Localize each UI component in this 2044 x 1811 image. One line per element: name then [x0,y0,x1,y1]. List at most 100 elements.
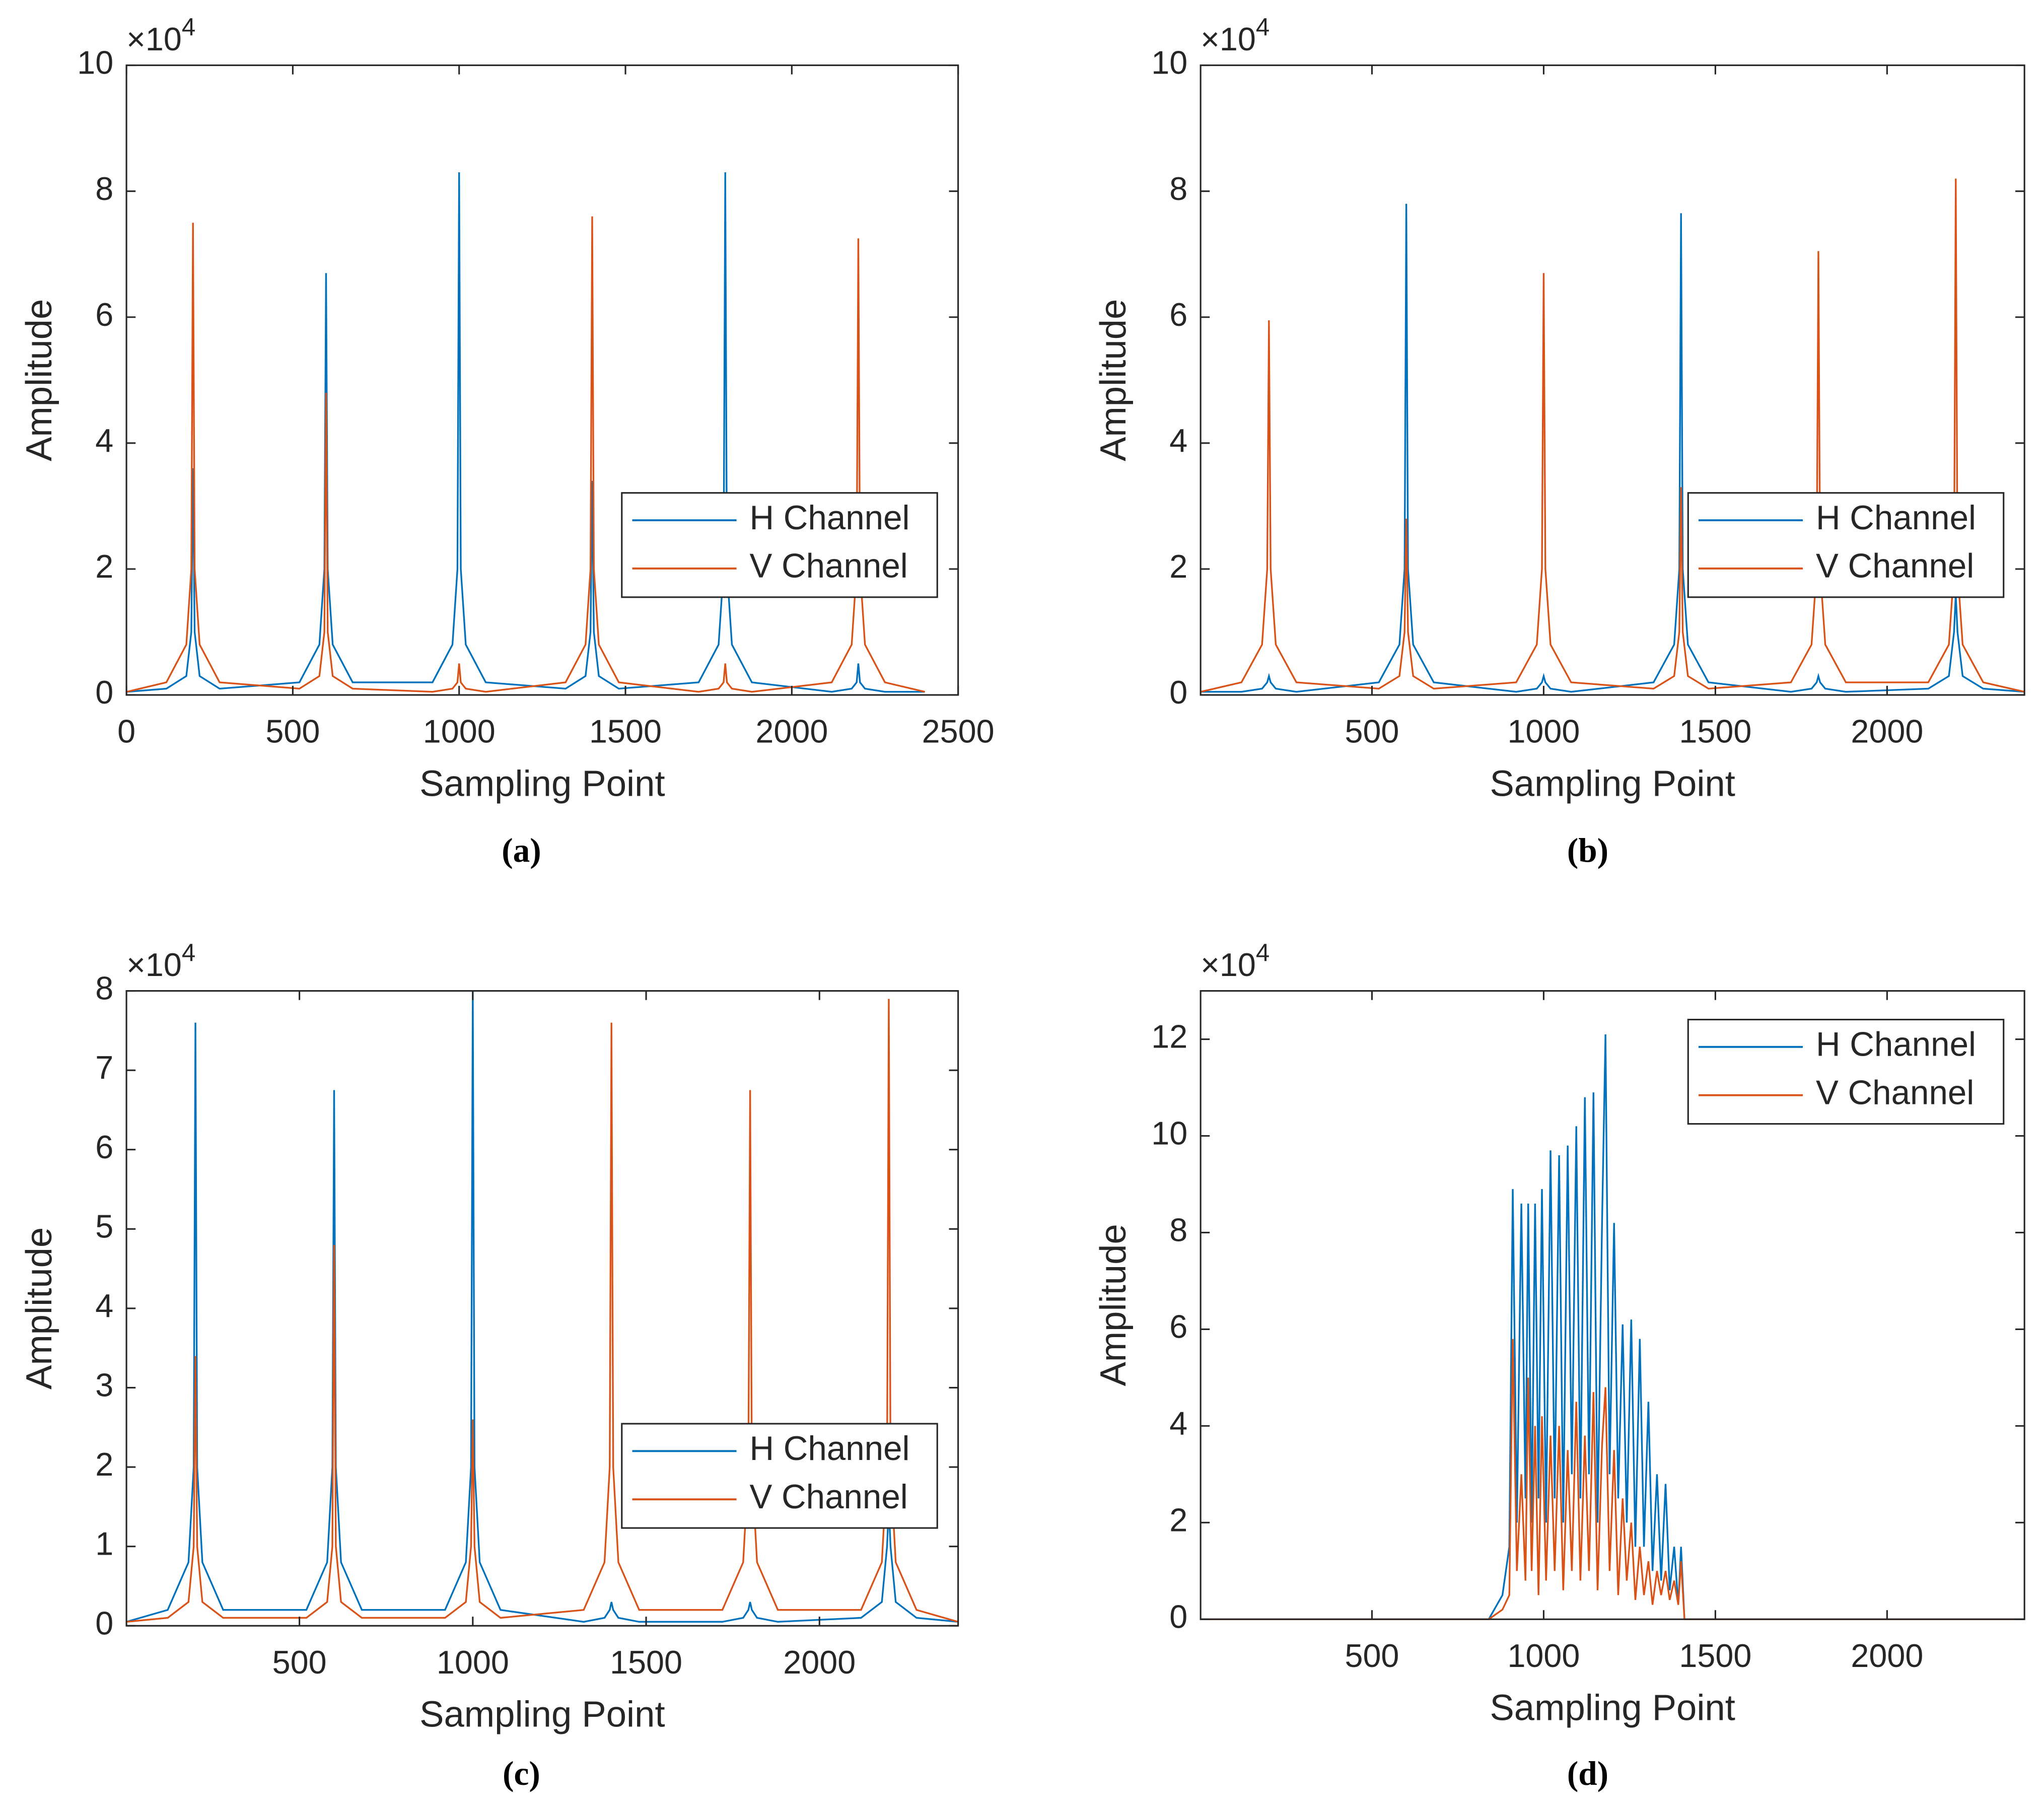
y-tick-label: 4 [1169,422,1187,459]
multiplier-base: ×10 [1201,21,1256,57]
legend-label: V Channel [749,547,907,585]
x-tick-label: 1000 [437,1644,509,1681]
x-tick-label: 500 [265,713,320,750]
legend-box [1687,492,2005,598]
y-tick-label: 12 [1151,1018,1187,1055]
y-multiplier: ×104 [126,939,195,983]
subplot: 500 1000 1500 2000 0 2 4 6 8 10 Sampling Point Ampl… [1093,13,2025,869]
y-tick-label: 6 [1169,296,1187,333]
plot-lines [126,991,959,1623]
x-tick-label: 1000 [1507,713,1580,750]
y-tick-label: 8 [95,170,113,207]
x-tick-label: 2500 [922,713,995,750]
y-tick-label: 6 [95,296,113,333]
x-tick-label: 1500 [1679,713,1751,750]
x-tick-label: 500 [1345,713,1399,750]
y-tick-label: 0 [95,674,113,711]
data-line [126,991,958,1623]
multiplier-exponent: 4 [1256,13,1270,41]
legend-label: H Channel [749,1430,909,1468]
caption: (b) [1567,831,1608,869]
y-tick-label: 6 [1169,1308,1187,1345]
x-axis-label: Sampling Point [1490,763,1735,804]
x-tick-label: 2000 [755,713,828,750]
data-line [126,216,925,693]
multiplier-exponent: 4 [1256,939,1270,966]
data-line [1201,203,2025,693]
data-line [1201,1339,2025,1620]
x-axis-label: Sampling Point [419,763,665,804]
x-axis-label: Sampling Point [419,1694,665,1735]
x-tick-label: 2000 [1851,1637,1923,1674]
legend: H Channel V Channel [621,1423,938,1529]
x-tick-label: 1500 [610,1644,682,1681]
y-tick-label: 0 [1169,1598,1187,1635]
y-tick-label: 0 [1169,674,1187,711]
x-tick-label: 2000 [783,1644,856,1681]
y-tick-label: 8 [1169,1212,1187,1248]
y-axis-label: Amplitude [19,1227,59,1389]
y-tick-label: 4 [1169,1405,1187,1441]
y-tick-label: 3 [95,1367,113,1404]
y-axis-label: Amplitude [1093,1224,1134,1386]
subplot: 500 1000 1500 2000 0 2 4 6 8 10 12 Sampling Point Am… [1093,939,2025,1792]
plot-area [1201,65,2025,695]
legend-box [621,1423,938,1529]
plot-area [126,991,958,1626]
legend-label: H Channel [1816,499,1976,537]
x-tick-label: 1500 [589,713,662,750]
axes-box [1200,64,2025,696]
y-tick-label: 1 [95,1525,113,1562]
x-tick-label: 1000 [423,713,496,750]
y-axis-label: Amplitude [19,299,59,461]
multiplier-exponent: 4 [182,13,195,41]
x-tick-label: 2000 [1851,713,1923,750]
data-line [126,172,925,693]
x-tick-label: 500 [1345,1637,1399,1674]
legend: H Channel V Channel [621,492,938,598]
y-tick-label: 2 [1169,548,1187,585]
plot-lines [126,172,925,693]
y-multiplier: ×104 [1201,13,1270,57]
legend: H Channel V Channel [1687,492,2005,598]
y-tick-label: 8 [1169,170,1187,207]
y-tick-label: 10 [77,44,113,81]
y-multiplier: ×104 [126,13,195,57]
y-tick-label: 2 [95,548,113,585]
y-axis-label: Amplitude [1093,299,1134,461]
multiplier-exponent: 4 [182,939,195,966]
legend: H Channel V Channel [1687,1018,2005,1125]
caption: (a) [502,831,541,869]
multiplier-base: ×10 [126,21,182,57]
x-tick-label: 0 [117,713,135,750]
data-line [126,999,959,1623]
caption: (d) [1567,1755,1608,1792]
subplot: 0 500 1000 1500 2000 2500 0 2 4 6 8 10 Sampling Poin… [19,13,995,869]
y-tick-label: 2 [1169,1501,1187,1538]
plot-lines [1200,178,2025,693]
y-tick-label: 5 [95,1208,113,1244]
legend-label: V Channel [1816,1074,1974,1111]
x-axis-label: Sampling Point [1490,1688,1735,1728]
axes-box [125,64,959,696]
y-tick-label: 2 [95,1446,113,1483]
x-tick-label: 1000 [1507,1637,1580,1674]
legend-label: V Channel [749,1478,907,1516]
axes-box [1200,990,2025,1620]
y-tick-label: 4 [95,1287,113,1324]
legend-box [621,492,938,598]
plot-area [126,65,958,695]
y-tick-label: 6 [95,1129,113,1165]
caption: (c) [503,1755,540,1792]
data-line [1201,1034,2025,1620]
y-tick-label: 0 [95,1605,113,1641]
legend-label: H Channel [749,499,909,537]
legend-label: V Channel [1816,547,1974,585]
y-tick-label: 4 [95,422,113,459]
multiplier-base: ×10 [126,946,182,983]
y-tick-label: 8 [95,970,113,1007]
subplot: 500 1000 1500 2000 0 1 2 3 4 5 6 7 8 Sampling Point Am… [19,939,959,1792]
y-multiplier: ×104 [1201,939,1270,983]
plot-lines [1201,1034,2025,1620]
